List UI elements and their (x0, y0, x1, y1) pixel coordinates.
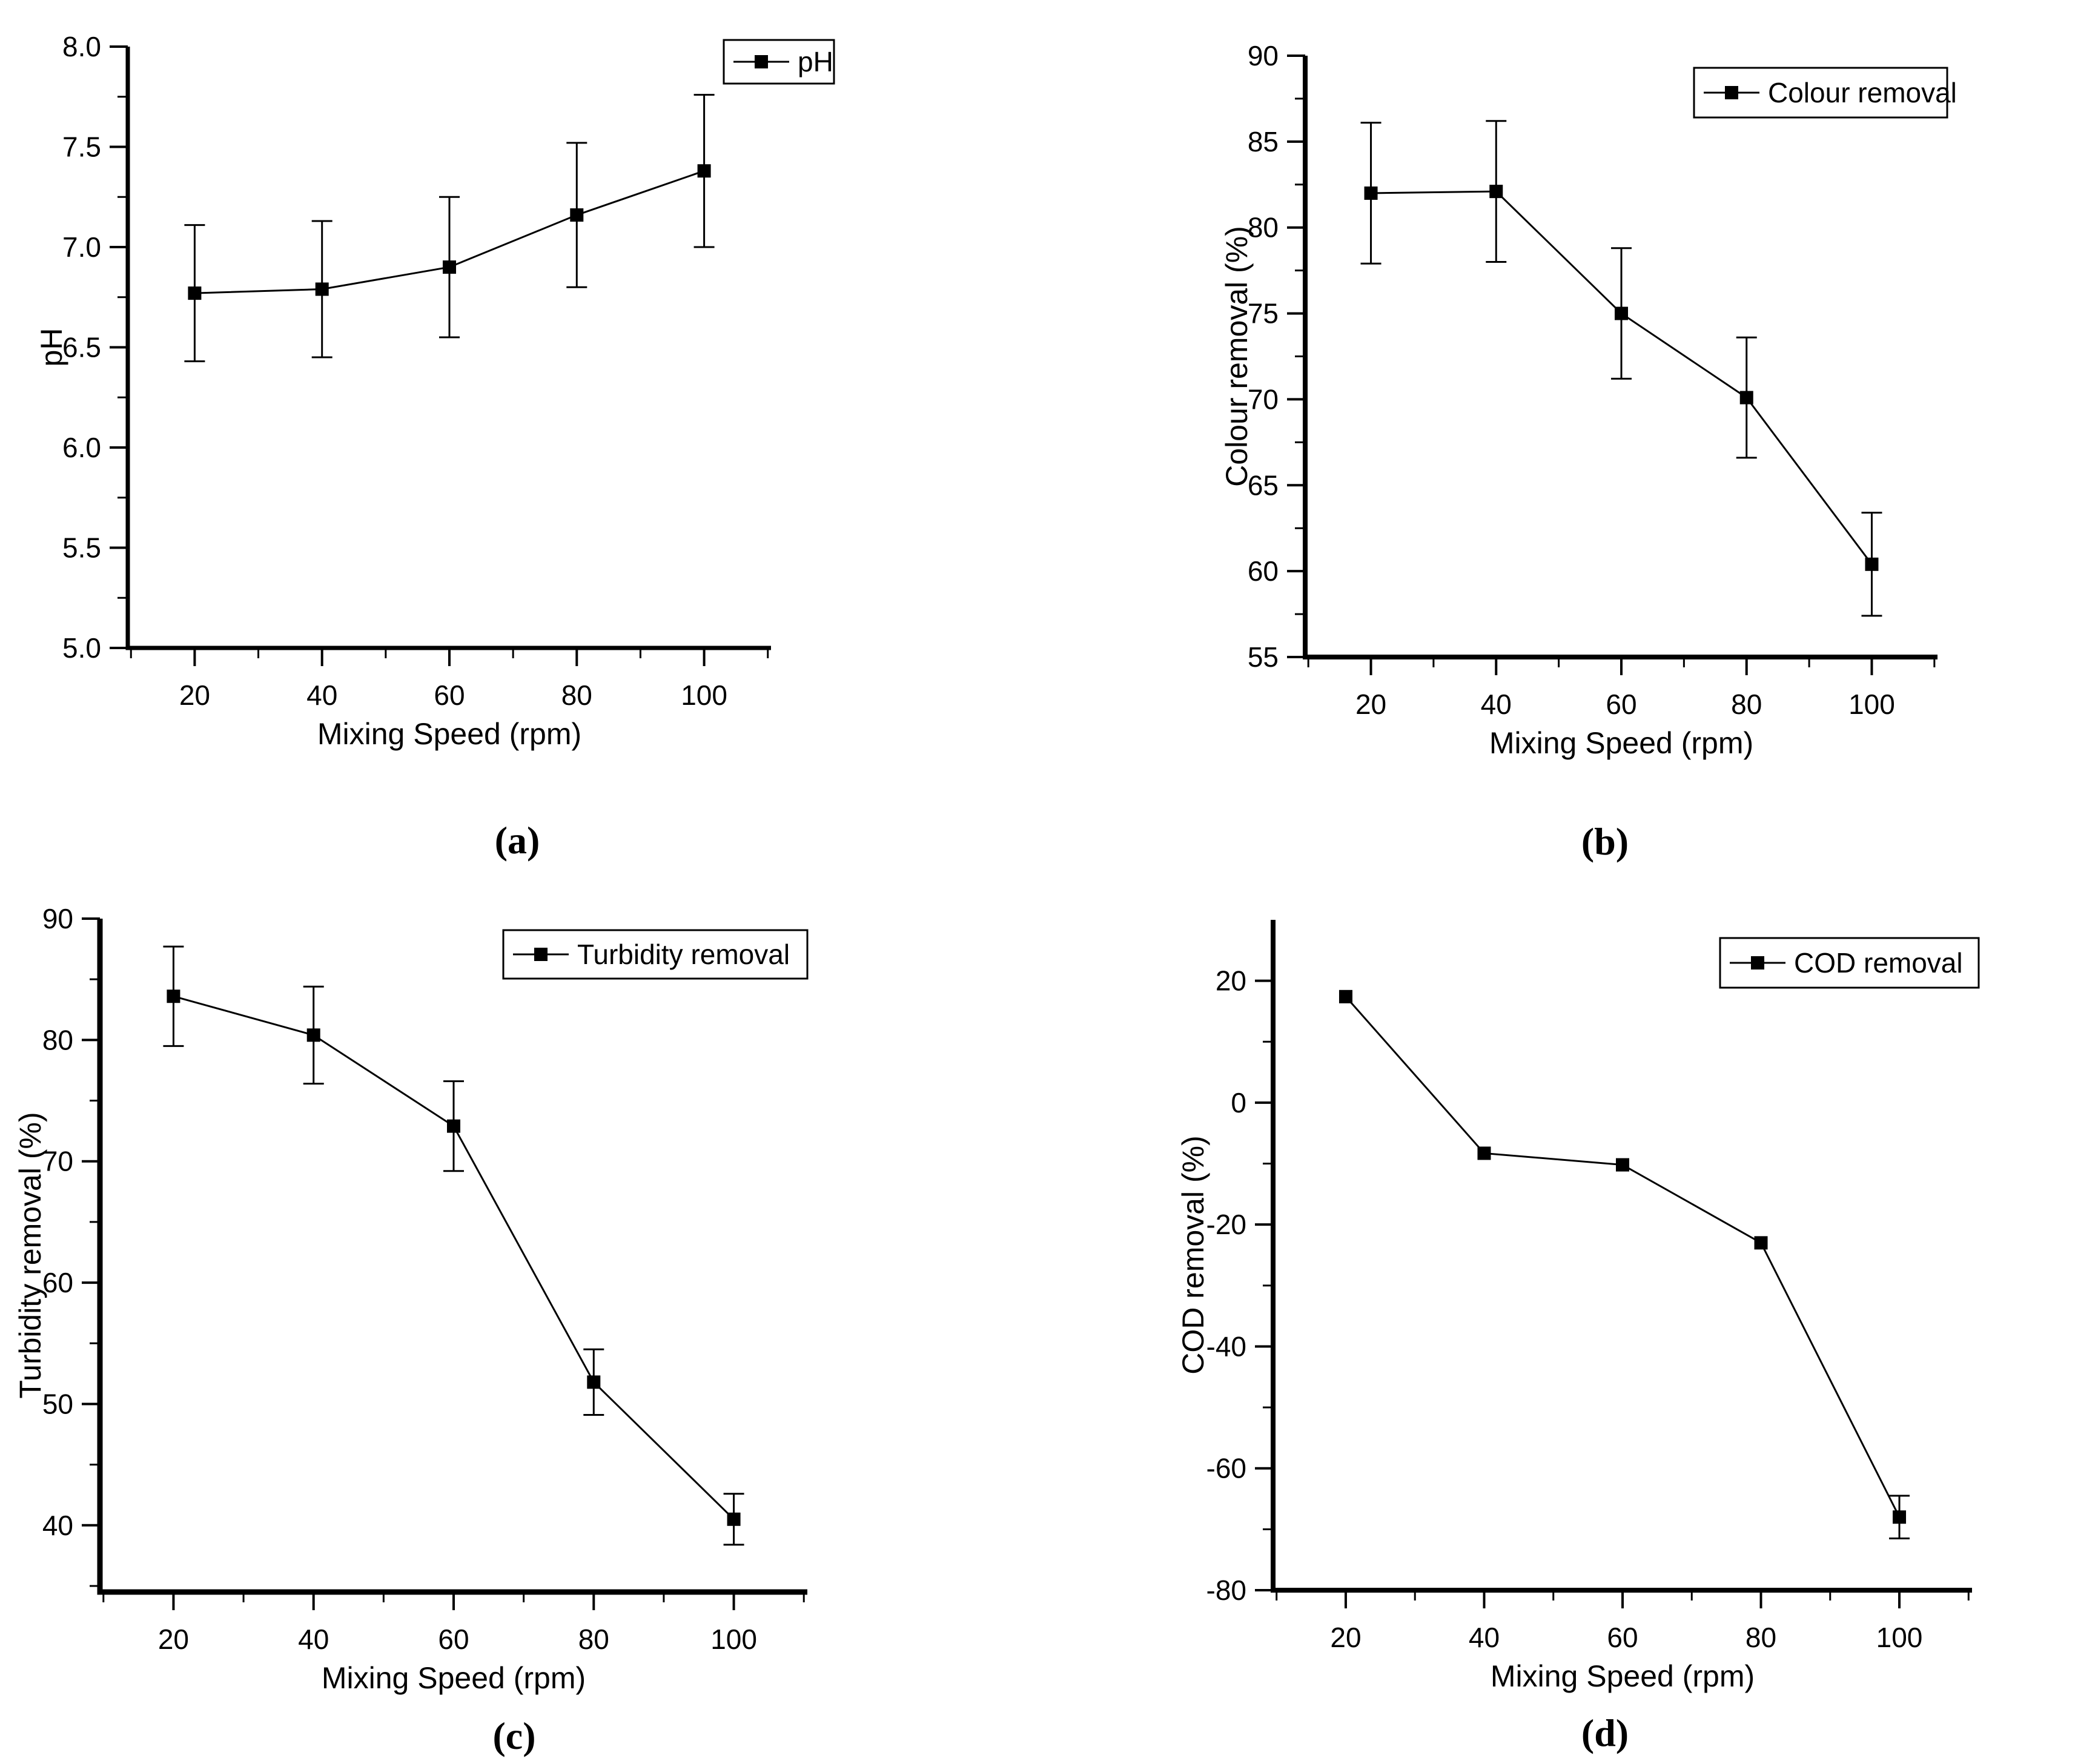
panel-a: 5.0 5.5 6.0 6.5 7.0 7.5 8.0 20 40 60 80 100 Mixing S… (0, 0, 1049, 882)
x-tick-label: 100 (1876, 1622, 1923, 1653)
x-tick-label: 60 (1607, 1622, 1638, 1653)
y-tick-label: 70 (1248, 383, 1279, 415)
legend-sample-marker (534, 948, 548, 961)
y-axis-title: Turbidity removal (%) (13, 1112, 47, 1398)
y-tick-label: 6.5 (62, 332, 101, 363)
series-line (1345, 996, 1901, 1518)
y-axis-title: COD removal (%) (1176, 1135, 1210, 1374)
y-tick-label: -20 (1206, 1209, 1246, 1240)
y-tick-label: 5.5 (62, 532, 101, 564)
x-tick-label: 40 (1469, 1622, 1500, 1653)
caption-c: (c) (492, 1714, 536, 1757)
y-tick-label: 8.0 (62, 31, 101, 62)
data-point-marker (1739, 391, 1753, 405)
y-tick-label: 50 (42, 1388, 73, 1419)
y-tick-label: 6.0 (62, 432, 101, 463)
y-tick-label: 85 (1248, 126, 1279, 157)
x-tick-label: 40 (298, 1624, 329, 1655)
data-point-marker (587, 1375, 601, 1389)
x-tick-label: 100 (1848, 689, 1895, 720)
y-tick-label: 0 (1231, 1087, 1246, 1118)
y-axis-title: Colour removal (%) (1220, 226, 1254, 487)
y-tick-label: -80 (1206, 1574, 1246, 1606)
legend-label: Turbidity removal (577, 939, 790, 970)
x-tick-label: 80 (1731, 689, 1762, 720)
data-point-marker (1615, 306, 1628, 320)
caption-d: (d) (1581, 1711, 1629, 1754)
data-point-marker (1489, 185, 1503, 199)
y-tick-label: 5.0 (62, 632, 101, 664)
chart-d-cod-removal-vs-mixing-speed: -80 -60 -40 -20 0 20 20 40 60 80 100 Mixing Speed (… (1176, 920, 1980, 1693)
data-point-marker (570, 208, 584, 222)
x-tick-label: 20 (179, 679, 210, 711)
y-tick-label: 7.0 (62, 231, 101, 263)
x-tick-label: 20 (1355, 689, 1386, 720)
legend-label: Colour removal (1768, 77, 1957, 108)
caption-b: (b) (1581, 820, 1629, 863)
y-tick-label: 7.5 (62, 131, 101, 163)
y-axis-title: pH (35, 328, 68, 367)
x-axis-title: Mixing Speed (rpm) (1489, 726, 1753, 760)
x-tick-label: 100 (710, 1624, 757, 1655)
chart-c-turbidity-removal-vs-mixing-speed: 40 50 60 70 80 90 20 40 60 80 100 Mixing Speed (rpm… (13, 903, 809, 1695)
y-tick-label: 90 (1248, 40, 1279, 71)
x-tick-label: 60 (438, 1624, 469, 1655)
legend-sample-marker (1751, 956, 1764, 970)
x-tick-label: 40 (306, 679, 337, 711)
data-point-marker (1477, 1146, 1491, 1160)
data-point-marker (188, 286, 202, 300)
series-line (173, 995, 735, 1520)
legend-sample-marker (755, 55, 768, 68)
x-tick-label: 20 (1330, 1622, 1361, 1653)
panel-b: 55 60 65 70 75 80 85 90 20 40 60 80 100 Mixing Speed … (1049, 0, 2098, 882)
y-tick-label: -60 (1206, 1453, 1246, 1484)
data-point-marker (443, 260, 456, 274)
y-tick-label: -40 (1206, 1330, 1246, 1362)
y-tick-label: 55 (1248, 641, 1279, 673)
x-axis-title: Mixing Speed (rpm) (1491, 1659, 1755, 1693)
y-tick-label: 60 (42, 1267, 73, 1298)
y-tick-label: 75 (1248, 298, 1279, 329)
panel-d: -80 -60 -40 -20 0 20 20 40 60 80 100 Mixing Speed (… (1049, 882, 2098, 1764)
data-point-marker (306, 1028, 320, 1042)
y-tick-label: 40 (42, 1510, 73, 1541)
x-tick-label: 20 (158, 1624, 189, 1655)
y-tick-label: 65 (1248, 469, 1279, 501)
data-point-marker (697, 164, 711, 178)
x-tick-label: 100 (681, 679, 727, 711)
panel-c: 40 50 60 70 80 90 20 40 60 80 100 Mixing Speed (rpm… (0, 882, 1049, 1764)
data-point-marker (315, 282, 329, 296)
x-tick-label: 60 (434, 679, 465, 711)
data-point-marker (1364, 186, 1378, 200)
data-point-marker (447, 1119, 460, 1133)
x-tick-label: 60 (1606, 689, 1636, 720)
y-tick-label: 60 (1248, 555, 1279, 587)
y-tick-label: 20 (1216, 965, 1246, 997)
y-tick-label: 70 (42, 1146, 73, 1177)
legend-label: COD removal (1794, 947, 1963, 979)
x-tick-label: 80 (1746, 1622, 1776, 1653)
legend-sample-marker (1725, 86, 1738, 99)
chart-a-ph-vs-mixing-speed: 5.0 5.5 6.0 6.5 7.0 7.5 8.0 20 40 60 80 100 Mixing S… (35, 31, 835, 751)
data-point-marker (167, 989, 180, 1003)
y-tick-label: 80 (42, 1024, 73, 1055)
chart-b-colour-removal-vs-mixing-speed: 55 60 65 70 75 80 85 90 20 40 60 80 100 Mixing Speed … (1220, 40, 1957, 760)
data-point-marker (1865, 557, 1879, 571)
data-point-marker (1893, 1510, 1907, 1524)
x-tick-label: 80 (578, 1624, 609, 1655)
caption-a: (a) (494, 819, 540, 862)
data-point-marker (1339, 989, 1352, 1003)
data-point-marker (727, 1512, 741, 1526)
x-tick-label: 40 (1481, 689, 1512, 720)
x-tick-label: 80 (561, 679, 592, 711)
data-point-marker (1616, 1158, 1629, 1172)
x-axis-title: Mixing Speed (rpm) (317, 717, 581, 751)
y-tick-label: 80 (1248, 212, 1279, 243)
legend-label: pH (798, 46, 833, 78)
y-tick-label: 90 (42, 903, 73, 934)
data-point-marker (1754, 1236, 1768, 1250)
x-axis-title: Mixing Speed (rpm) (322, 1661, 586, 1695)
